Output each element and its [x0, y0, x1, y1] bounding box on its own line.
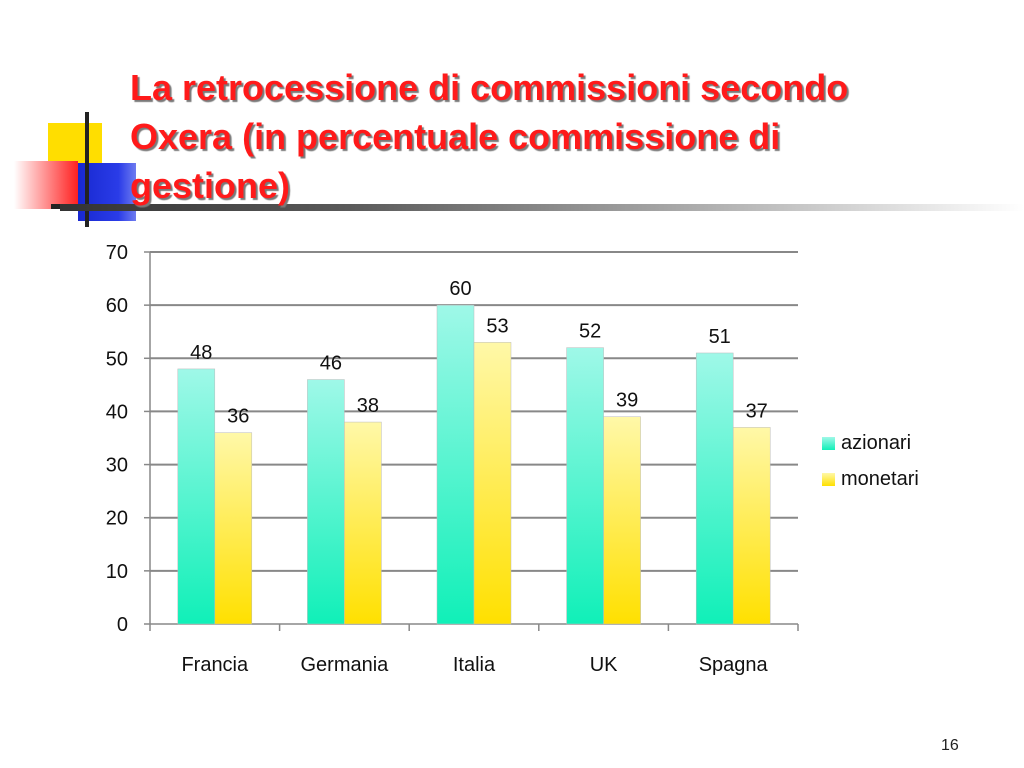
x-category-label: Italia: [453, 654, 496, 676]
bar-azionari: [436, 304, 475, 625]
labels: 0 10 20 30 40 50 60 70 Francia 48 36 Germania 46 38 It…: [106, 242, 769, 676]
y-tick-label: 70: [106, 242, 128, 264]
data-label-azionari: 46: [320, 353, 342, 375]
x-category-label: UK: [590, 654, 618, 676]
slide-title-line-3: gestione): [130, 165, 291, 206]
legend-swatch-azionari: [822, 437, 835, 450]
y-tick-label: 30: [106, 455, 128, 477]
x-category-label: Germania: [300, 654, 389, 676]
data-label-azionari: 60: [449, 278, 471, 300]
y-tick-label: 50: [106, 348, 128, 370]
decor-red-square: [14, 161, 78, 209]
slide-title-line-2: Oxera (in percentuale commissione di: [130, 116, 781, 157]
slide-title-line-1: La retrocessione di commissioni secondo: [130, 67, 849, 108]
y-tick-label: 0: [117, 614, 128, 636]
y-tick-label: 10: [106, 561, 128, 583]
slide-title: La retrocessione di commissioni secondo …: [130, 63, 990, 210]
legend-label-azionari: azionari: [841, 432, 911, 454]
y-tick-label: 60: [106, 295, 128, 317]
data-label-azionari: 52: [579, 321, 601, 343]
bar-monetari: [473, 342, 512, 625]
decor-vertical-line: [85, 112, 89, 227]
bar-azionari: [177, 368, 216, 625]
data-label-monetari: 36: [227, 406, 249, 428]
bar-azionari: [307, 379, 345, 625]
y-tick-label: 20: [106, 508, 128, 530]
legend-swatch-monetari: [822, 473, 835, 486]
data-label-azionari: 51: [709, 326, 731, 348]
bar-monetari: [732, 427, 771, 625]
title-underline: [60, 204, 1024, 211]
y-tick-label: 40: [106, 401, 128, 423]
x-category-label: Spagna: [699, 654, 769, 676]
page-number: 16: [941, 737, 959, 754]
x-category-label: Francia: [181, 654, 249, 676]
bar-monetari: [214, 432, 253, 625]
bar-monetari: [603, 416, 641, 625]
bar-azionari: [695, 352, 734, 625]
data-label-monetari: 53: [486, 315, 508, 337]
legend-label-monetari: monetari: [841, 468, 919, 490]
data-label-azionari: 48: [190, 342, 212, 364]
data-label-monetari: 37: [746, 400, 768, 422]
bars: [177, 304, 771, 625]
data-label-monetari: 39: [616, 390, 638, 412]
data-label-monetari: 38: [357, 395, 379, 417]
bar-azionari: [566, 347, 604, 625]
bar-monetari: [344, 421, 382, 625]
legend: azionari monetari: [822, 432, 919, 490]
